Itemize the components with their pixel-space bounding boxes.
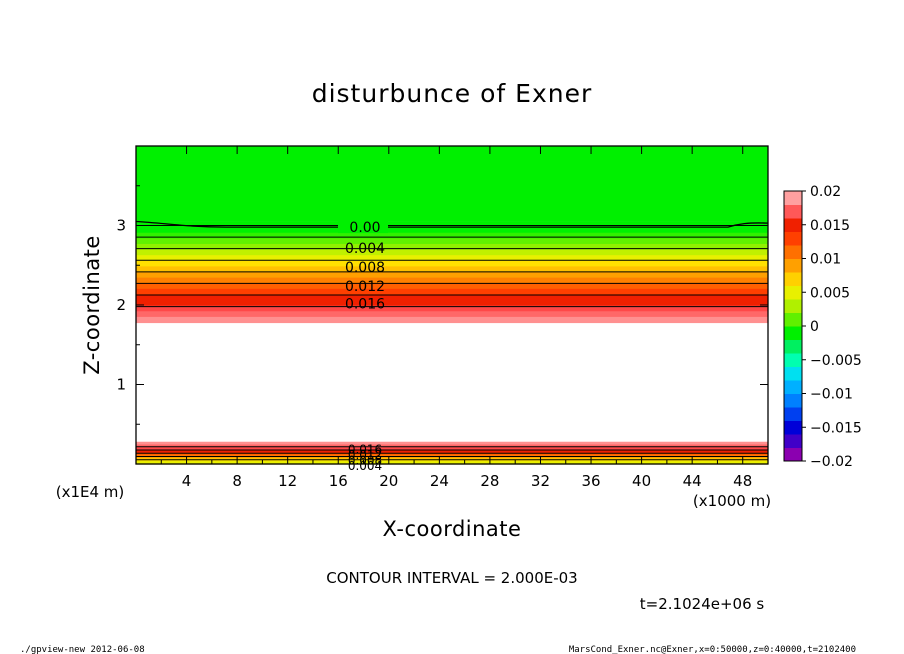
x-tick-label: 40 — [632, 472, 651, 490]
upper-band-stripe — [136, 249, 768, 256]
upper-band-stripe — [136, 283, 768, 290]
contour-lines — [135, 220, 769, 461]
x-tick-label: 12 — [278, 472, 297, 490]
x-tick-label: 44 — [683, 472, 702, 490]
y-tick-label: 2 — [116, 296, 126, 314]
colorbar-swatch — [784, 380, 802, 394]
colorbar-tick-label: 0 — [810, 319, 819, 335]
contour-label: 0.004 — [345, 241, 385, 257]
x-axis: 4 8 12 16 20 24 28 32 36 40 44 48 — [160, 146, 752, 490]
colorbar-swatch — [784, 353, 802, 367]
colorbar-swatch — [784, 204, 802, 219]
colorbar-swatch — [784, 299, 802, 313]
zero-contour — [135, 220, 769, 228]
x-tick-label: 36 — [581, 472, 600, 490]
lower-band-stripe — [136, 447, 768, 451]
lower-band-stripe — [136, 461, 768, 465]
y-axis: 1 2 3 — [116, 185, 768, 425]
x-tick-label: 32 — [531, 472, 550, 490]
contour-label: 0.012 — [345, 279, 385, 295]
contour-label: 0.00 — [349, 220, 380, 236]
colorbar-tick-label: 0.01 — [810, 252, 841, 268]
colorbar-swatch — [784, 326, 802, 340]
chart-title: disturbunce of Exner — [312, 79, 593, 108]
colorbar-swatch — [784, 447, 802, 462]
upper-band-stripe — [136, 227, 768, 234]
x-tick-label: 48 — [733, 472, 752, 490]
x-axis-label: X-coordinate — [383, 517, 522, 541]
colorbar-swatch — [784, 231, 802, 246]
green-region — [136, 146, 768, 222]
contour-interval-text: CONTOUR INTERVAL = 2.000E-03 — [326, 569, 577, 587]
contour-label: 0.016 — [345, 296, 385, 312]
footer-left: ./gpview-new 2012-06-08 — [20, 645, 145, 654]
upper-band-stripe — [136, 238, 768, 245]
colorbar-tick-label: −0.01 — [810, 387, 853, 403]
x-tick-label: 4 — [182, 472, 192, 490]
lower-band-stripe — [136, 455, 768, 460]
upper-band-stripe — [136, 243, 768, 251]
upper-band-stripe — [136, 288, 768, 296]
colorbar-tick-label: −0.015 — [810, 420, 862, 436]
colorbar-tick-label: 0.015 — [810, 218, 850, 234]
upper-band-stripe — [136, 294, 768, 301]
lower-band-stripe — [136, 450, 768, 454]
plot-area — [136, 146, 768, 465]
colorbar-swatch — [784, 366, 802, 381]
upper-band-stripe — [136, 300, 768, 307]
contour-label-bg — [338, 219, 388, 234]
colorbar-swatch — [784, 312, 802, 327]
upper-band-stripe — [136, 305, 768, 312]
x-tick-label: 16 — [329, 472, 348, 490]
x-axis-unit: (x1000 m) — [693, 492, 771, 510]
upper-band-stripe — [136, 311, 768, 318]
contour-label: 0.008 — [345, 260, 385, 276]
colorbar-tick-label: 0.005 — [810, 285, 850, 301]
upper-band-stripe — [136, 316, 768, 324]
colorbar-swatch — [784, 393, 802, 408]
y-tick-label: 1 — [116, 376, 126, 394]
lower-band-stripe — [136, 441, 768, 446]
x-tick-label: 8 — [232, 472, 242, 490]
colorbar-ticks: 0.02 0.015 0.01 0.005 0 −0.005 −0.01 −0.015 −0.0… — [802, 184, 862, 470]
x-tick-label: 24 — [430, 472, 449, 490]
colorbar-tick-label: 0.02 — [810, 184, 841, 200]
x-tick-label: 20 — [379, 472, 398, 490]
y-axis-unit: (x1E4 m) — [56, 483, 125, 501]
colorbar-swatch — [784, 218, 802, 232]
colorbar-swatch — [784, 285, 802, 300]
colorbar-swatch — [784, 245, 802, 259]
colorbar-swatch — [784, 420, 802, 435]
contour-label: 0.012 — [348, 448, 382, 462]
contour-label: 0.004 — [348, 459, 382, 473]
colorbar-swatch — [784, 191, 802, 205]
upper-band-stripe — [136, 221, 768, 228]
colorbar-tick-label: −0.02 — [810, 454, 853, 470]
time-text: t=2.1024e+06 s — [640, 595, 765, 613]
colorbar-swatch — [784, 272, 802, 286]
y-axis-label: Z-coordinate — [80, 235, 104, 375]
lower-band-stripe — [136, 444, 768, 448]
upper-band-stripe — [136, 255, 768, 262]
colorbar-swatch — [784, 407, 802, 421]
contour-labels: 0.000.0040.0080.0120.0160.0160.0120.0080… — [338, 219, 388, 473]
upper-band-stripe — [136, 272, 768, 279]
white-region — [136, 322, 768, 442]
upper-band-stripe — [136, 266, 768, 273]
colorbar — [783, 190, 803, 462]
lower-band-stripe — [136, 452, 768, 457]
y-tick-label: 3 — [116, 217, 126, 235]
upper-band-stripe — [136, 232, 768, 239]
colorbar-swatch — [784, 258, 802, 273]
colorbar-tick-label: −0.005 — [810, 353, 862, 369]
x-tick-label: 28 — [480, 472, 499, 490]
upper-band-stripe — [136, 260, 768, 267]
colorbar-swatch — [784, 434, 802, 448]
colorbar-swatch — [784, 339, 802, 354]
contour-label: 0.016 — [348, 443, 382, 457]
footer-right: MarsCond_Exner.nc@Exner,x=0:50000,z=0:40… — [569, 645, 856, 654]
upper-band-stripe — [136, 277, 768, 284]
